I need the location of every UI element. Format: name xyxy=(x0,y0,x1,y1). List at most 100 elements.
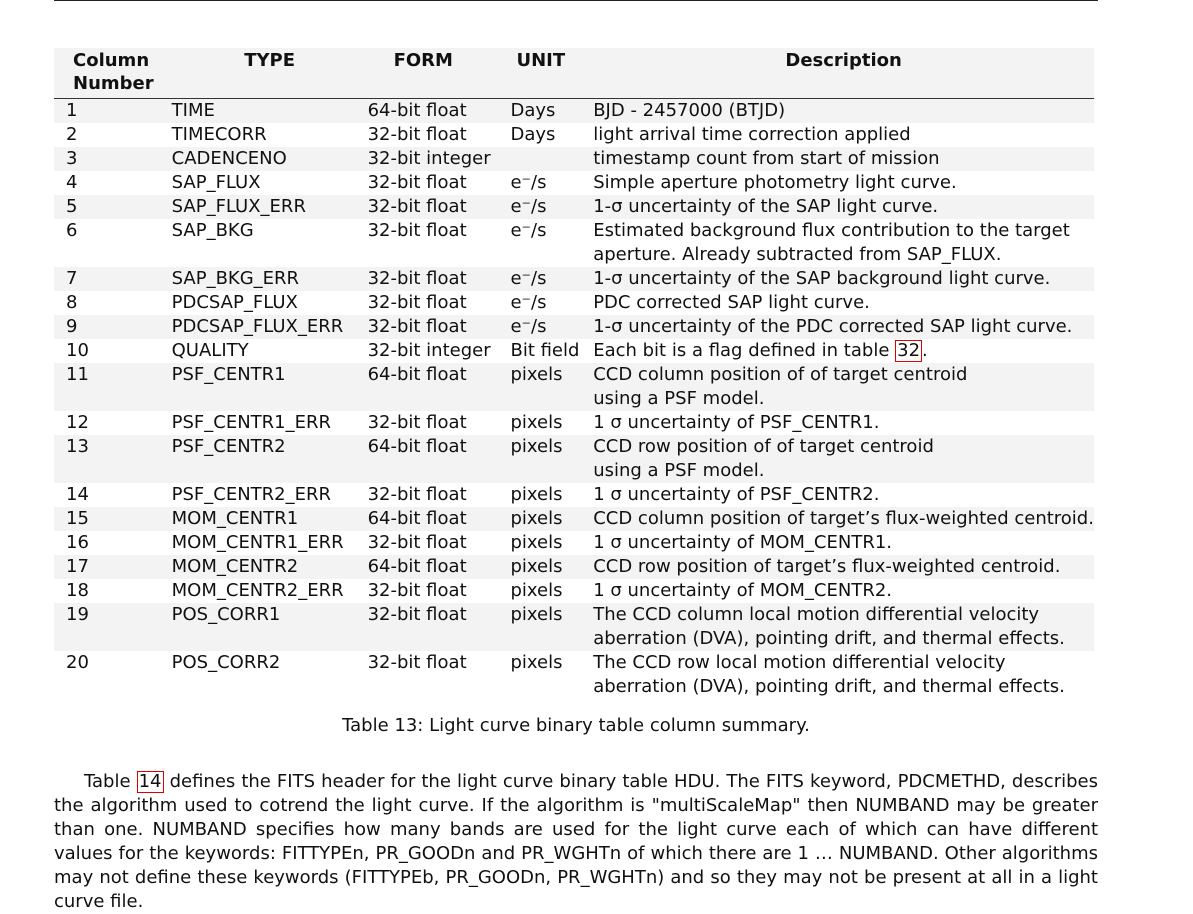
table-row: 20 POS_CORR2 32-bit float pixels The CCD row… xyxy=(54,651,1094,675)
cell-description: timestamp count from start of mission xyxy=(593,146,1094,171)
cell-unit-text: pixels xyxy=(510,531,563,553)
cell-type-text: PSF_CENTR2_ERR xyxy=(171,483,332,505)
cell-column-number: 10 xyxy=(54,339,172,363)
cell-type: SAP_FLUX_ERR xyxy=(171,194,368,219)
header-description: Description xyxy=(593,48,1094,99)
cell-form xyxy=(368,243,511,267)
cell-description-text: 1 σ uncertainty of MOM_CENTR1. xyxy=(593,531,893,553)
cell-form: 32-bit float xyxy=(368,219,511,243)
cell-description: CCD column position of of target centroi… xyxy=(593,362,1094,387)
cell-form-text: 32-bit float xyxy=(367,411,467,433)
cell-description-text: The CCD row local motion differential ve… xyxy=(593,651,1006,673)
cell-description: aperture. Already subtracted from SAP_FL… xyxy=(593,243,1094,267)
cell-unit: pixels xyxy=(510,506,594,531)
cell-unit xyxy=(510,675,593,699)
cell-form-text: 32-bit float xyxy=(367,291,467,313)
cell-column-number-text: 4 xyxy=(66,171,78,193)
cell-form: 32-bit float xyxy=(368,411,511,435)
cell-description-text: timestamp count from start of mission xyxy=(593,147,940,169)
cell-column-number: 5 xyxy=(54,194,172,219)
cell-description-text: 1 σ uncertainty of MOM_CENTR2. xyxy=(593,579,893,601)
cell-form xyxy=(367,386,511,411)
cell-unit-text: Days xyxy=(510,123,556,145)
cell-unit-text: Days xyxy=(510,99,556,121)
cell-type-text: PDCSAP_FLUX_ERR xyxy=(171,315,344,337)
cell-type: POS_CORR1 xyxy=(171,602,368,627)
cell-unit: e⁻/s xyxy=(510,194,594,219)
cell-form: 64-bit float xyxy=(367,506,511,531)
cell-unit: pixels xyxy=(510,602,594,627)
cell-type xyxy=(171,458,368,483)
cell-column-number-text: 8 xyxy=(66,291,78,313)
cell-description: The CCD column local motion differential… xyxy=(593,602,1094,627)
cell-column-number-text: 2 xyxy=(66,123,78,145)
cell-type-text: PSF_CENTR2 xyxy=(171,435,286,457)
cell-description-text: Each bit is a flag defined in table xyxy=(593,339,896,361)
cell-description-text: BJD - 2457000 (BTJD) xyxy=(593,99,786,121)
cell-form: 32-bit float xyxy=(367,266,511,291)
cell-unit: e⁻/s xyxy=(510,171,593,195)
cell-description-text: using a PSF model. xyxy=(593,459,765,481)
cell-description: CCD row position of target’s flux-weight… xyxy=(593,554,1094,579)
table-row: 9 PDCSAP_FLUX_ERR 32-bit float e⁻/s 1-σ unce… xyxy=(54,314,1094,339)
cell-column-number: 11 xyxy=(54,362,172,387)
table-reference-link[interactable]: 32 xyxy=(895,339,923,362)
table-header-row: Column Number TYPE FORM UNIT Description xyxy=(54,48,1094,99)
cell-form-text: 32-bit float xyxy=(367,219,467,241)
cell-form-text: 32-bit float xyxy=(367,123,467,145)
cell-form-text: 64-bit float xyxy=(367,99,467,121)
cell-form xyxy=(368,675,511,699)
cell-type: PSF_CENTR2_ERR xyxy=(172,483,368,507)
cell-description: 1-σ uncertainty of the SAP background li… xyxy=(593,266,1094,291)
cell-type: QUALITY xyxy=(172,339,368,363)
cell-column-number-text: 3 xyxy=(66,147,78,169)
cell-column-number-text: 7 xyxy=(66,267,78,289)
cell-column-number-text: 6 xyxy=(66,219,78,241)
table-row: 8 PDCSAP_FLUX 32-bit float e⁻/s PDC correcte… xyxy=(54,291,1094,315)
cell-column-number: 3 xyxy=(54,146,172,171)
cell-description: 1-σ uncertainty of the SAP light curve. xyxy=(593,194,1094,219)
cell-form-text: 64-bit float xyxy=(367,555,467,577)
cell-description-text: CCD row position of of target centroid xyxy=(593,435,934,457)
cell-type-text: TIME xyxy=(171,99,215,121)
cell-column-number: 19 xyxy=(54,602,172,627)
cell-unit-text: pixels xyxy=(510,579,563,601)
cell-description: Each bit is a flag defined in table 32. xyxy=(593,339,1094,363)
header-unit: UNIT xyxy=(510,48,594,99)
cell-column-number: 17 xyxy=(54,554,172,579)
cell-form: 32-bit float xyxy=(368,651,511,675)
cell-type: CADENCENO xyxy=(171,146,368,171)
cell-description: light arrival time correction applied xyxy=(593,123,1094,147)
table-row: 3 CADENCENO 32-bit integer timestamp count … xyxy=(54,146,1094,171)
cell-type: TIME xyxy=(171,98,368,123)
cell-unit-text: pixels xyxy=(510,555,563,577)
cell-type: MOM_CENTR2 xyxy=(171,554,368,579)
cell-description: The CCD row local motion differential ve… xyxy=(593,651,1094,675)
table-row: 11 PSF_CENTR1 64-bit float pixels CCD column… xyxy=(54,362,1094,387)
cell-type-text: PSF_CENTR1_ERR xyxy=(171,411,332,433)
cell-unit: pixels xyxy=(510,651,593,675)
cell-column-number-text: 15 xyxy=(66,507,89,529)
cell-form: 32-bit float xyxy=(368,531,511,555)
cell-form-text: 32-bit integer xyxy=(367,147,491,169)
cell-form-text: 32-bit float xyxy=(367,315,467,337)
cell-description-text: The CCD column local motion differential… xyxy=(593,603,1040,625)
cell-column-number: 9 xyxy=(54,314,172,339)
cell-description-text: aberration (DVA), pointing drift, and th… xyxy=(593,675,1065,697)
cell-description: Estimated background flux contribution t… xyxy=(593,219,1094,243)
cell-column-number: 14 xyxy=(54,483,172,507)
table-row: aperture. Already subtracted from SAP_FL… xyxy=(54,243,1094,267)
cell-description-text: 1 σ uncertainty of PSF_CENTR1. xyxy=(593,411,880,433)
cell-unit: e⁻/s xyxy=(510,266,594,291)
cell-unit: pixels xyxy=(510,531,593,555)
table-row: using a PSF model. xyxy=(54,386,1094,411)
cell-unit-text: pixels xyxy=(510,651,563,673)
cell-type-text: TIMECORR xyxy=(171,123,267,145)
table-row: 2 TIMECORR 32-bit float Days light arrival t… xyxy=(54,123,1094,147)
table-row: aberration (DVA), pointing drift, and th… xyxy=(54,675,1094,699)
cell-description-text: 1-σ uncertainty of the SAP background li… xyxy=(593,267,1051,289)
table-reference-link[interactable]: 14 xyxy=(136,771,164,793)
cell-unit: pixels xyxy=(510,434,594,459)
cell-description: 1-σ uncertainty of the PDC corrected SAP… xyxy=(593,314,1094,339)
cell-column-number-text: 17 xyxy=(66,555,89,577)
